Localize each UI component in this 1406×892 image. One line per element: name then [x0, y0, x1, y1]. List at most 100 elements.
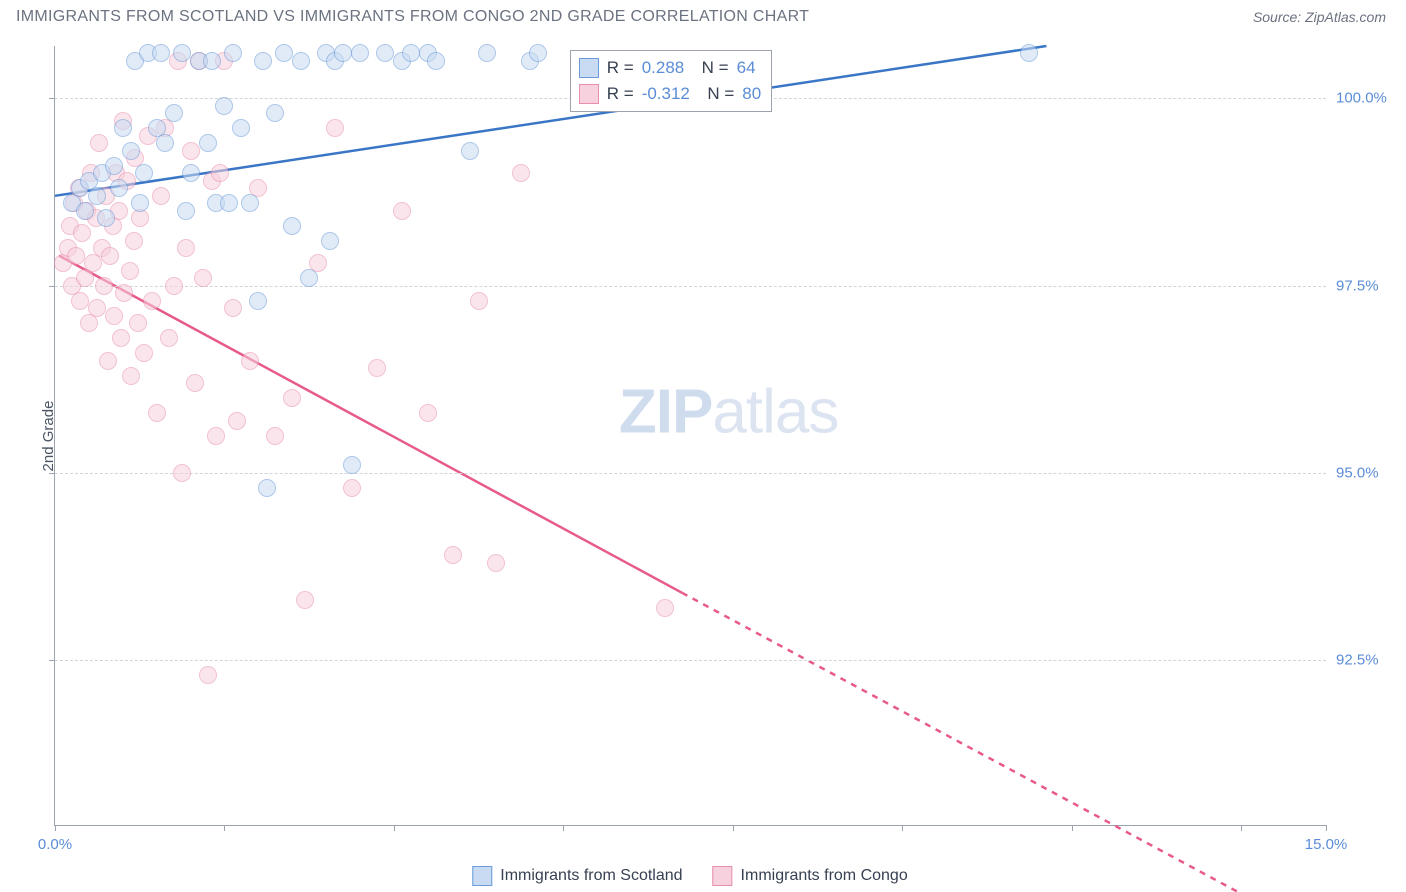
legend-swatch	[472, 866, 492, 886]
data-point	[444, 546, 462, 564]
data-point	[215, 97, 233, 115]
data-point	[71, 292, 89, 310]
data-point	[232, 119, 250, 137]
data-point	[115, 284, 133, 302]
stat-r-value: 0.288	[642, 58, 685, 78]
data-point	[105, 307, 123, 325]
data-point	[368, 359, 386, 377]
stats-legend-row: R = 0.288 N = 64	[579, 55, 761, 81]
data-point	[376, 44, 394, 62]
data-point	[67, 247, 85, 265]
x-tick	[1241, 825, 1242, 831]
source-credit: Source: ZipAtlas.com	[1253, 9, 1386, 25]
stat-n-label: N =	[692, 58, 728, 78]
data-point	[254, 52, 272, 70]
data-point	[326, 119, 344, 137]
stat-r-label: R =	[607, 58, 634, 78]
data-point	[173, 44, 191, 62]
watermark: ZIPatlas	[619, 377, 838, 448]
stat-r-value: -0.312	[642, 84, 690, 104]
data-point	[165, 104, 183, 122]
data-point	[156, 134, 174, 152]
data-point	[143, 292, 161, 310]
data-point	[177, 202, 195, 220]
data-point	[186, 374, 204, 392]
data-point	[152, 44, 170, 62]
data-point	[114, 119, 132, 137]
data-point	[182, 142, 200, 160]
data-point	[249, 292, 267, 310]
data-point	[487, 554, 505, 572]
data-point	[283, 217, 301, 235]
bottom-legend-item: Immigrants from Congo	[713, 866, 908, 886]
y-axis-label: 2nd Grade	[40, 400, 57, 471]
bottom-legend-item: Immigrants from Scotland	[472, 866, 682, 886]
y-tick-label: 97.5%	[1336, 277, 1396, 294]
data-point	[292, 52, 310, 70]
stat-n-label: N =	[698, 84, 734, 104]
data-point	[182, 164, 200, 182]
trend-line	[682, 593, 1267, 892]
source-prefix: Source:	[1253, 9, 1305, 25]
watermark-zip: ZIP	[619, 378, 712, 447]
legend-swatch	[579, 84, 599, 104]
x-tick	[1326, 825, 1327, 831]
x-tick	[902, 825, 903, 831]
y-tick-label: 92.5%	[1336, 652, 1396, 669]
data-point	[135, 164, 153, 182]
data-point	[228, 412, 246, 430]
data-point	[129, 314, 147, 332]
data-point	[296, 591, 314, 609]
data-point	[656, 599, 674, 617]
data-point	[173, 464, 191, 482]
y-tick-label: 95.0%	[1336, 464, 1396, 481]
data-point	[478, 44, 496, 62]
stat-n-value: 80	[742, 84, 761, 104]
data-point	[105, 157, 123, 175]
data-point	[177, 239, 195, 257]
data-point	[160, 329, 178, 347]
y-tick	[49, 286, 55, 287]
data-point	[88, 187, 106, 205]
data-point	[343, 456, 361, 474]
legend-series-name: Immigrants from Scotland	[500, 867, 682, 885]
data-point	[224, 44, 242, 62]
y-tick	[49, 660, 55, 661]
data-point	[529, 44, 547, 62]
data-point	[199, 666, 217, 684]
y-tick-label: 100.0%	[1336, 90, 1396, 107]
data-point	[241, 194, 259, 212]
x-tick	[394, 825, 395, 831]
grid-line-horizontal	[55, 286, 1326, 287]
plot-area: 2nd Grade ZIPatlas 92.5%95.0%97.5%100.0%…	[54, 46, 1326, 826]
data-point	[88, 299, 106, 317]
chart-title: IMMIGRANTS FROM SCOTLAND VS IMMIGRANTS F…	[16, 8, 809, 26]
data-point	[427, 52, 445, 70]
data-point	[275, 44, 293, 62]
legend-swatch	[579, 58, 599, 78]
stats-legend-box: R = 0.288 N = 64R = -0.312 N = 80	[570, 50, 772, 112]
data-point	[97, 209, 115, 227]
x-tick	[224, 825, 225, 831]
x-tick	[1072, 825, 1073, 831]
data-point	[343, 479, 361, 497]
data-point	[199, 134, 217, 152]
data-point	[99, 352, 117, 370]
x-tick	[55, 825, 56, 831]
source-name: ZipAtlas.com	[1305, 9, 1386, 25]
data-point	[220, 194, 238, 212]
data-point	[207, 427, 225, 445]
data-point	[258, 479, 276, 497]
legend-swatch	[713, 866, 733, 886]
y-tick	[49, 98, 55, 99]
chart-container: 2nd Grade ZIPatlas 92.5%95.0%97.5%100.0%…	[54, 38, 1326, 856]
data-point	[148, 404, 166, 422]
grid-line-horizontal	[55, 660, 1326, 661]
data-point	[152, 187, 170, 205]
data-point	[110, 179, 128, 197]
trend-lines-svg	[55, 46, 1326, 825]
data-point	[122, 367, 140, 385]
data-point	[76, 202, 94, 220]
data-point	[402, 44, 420, 62]
legend-series-name: Immigrants from Congo	[741, 867, 908, 885]
